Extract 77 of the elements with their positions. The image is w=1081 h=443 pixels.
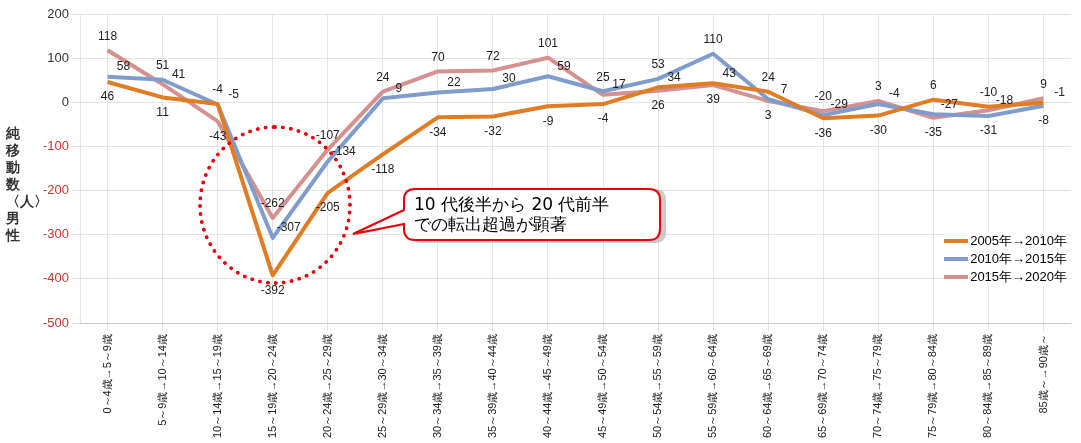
data-label: 53 [651, 57, 666, 72]
y-tick-label: -300 [42, 226, 70, 242]
data-label: 110 [703, 32, 724, 47]
y-tick-label: 100 [47, 49, 70, 65]
x-tick-label: 70～74歳→75～79歳 [871, 334, 884, 439]
data-label: -30 [869, 122, 888, 137]
data-label: -4 [212, 82, 224, 97]
annotation: 10 代後半から 20 代前半での転出超過が顕著 [414, 194, 611, 234]
x-tick-label: 15～19歳→20～24歳 [265, 334, 278, 439]
data-label: -4 [597, 111, 609, 126]
data-label: 58 [116, 59, 131, 74]
x-tick-label: 80～84歳→85～89歳 [981, 334, 994, 439]
x-tick-label: 45～49歳→50～54歳 [596, 334, 609, 439]
data-label: -8 [1038, 113, 1050, 128]
data-label: -32 [484, 123, 502, 138]
data-label: -392 [260, 282, 286, 297]
y-tick-label: 200 [47, 5, 70, 21]
data-label: 9 [1040, 76, 1048, 91]
data-label: 26 [651, 98, 666, 113]
legend-label: 2005年→2010年 [970, 232, 1067, 250]
data-label: 39 [706, 92, 721, 107]
legend-label: 2015年→2020年 [970, 268, 1067, 286]
data-label: -262 [260, 196, 286, 211]
x-tick-label: 25～29歳→30～34歳 [375, 334, 388, 439]
data-label: -20 [814, 89, 833, 104]
data-label: -36 [814, 125, 833, 140]
data-label: 24 [761, 70, 776, 85]
data-label: 72 [486, 48, 500, 63]
y-tick-label: -100 [42, 138, 70, 154]
data-label: -118 [371, 161, 395, 176]
data-label: -35 [924, 125, 943, 140]
x-tick-label: 40～44歳→45～49歳 [541, 334, 554, 439]
data-label: -9 [542, 113, 554, 128]
data-label: 118 [97, 28, 118, 43]
data-label: 3 [874, 79, 882, 94]
data-label: -4 [888, 86, 900, 101]
data-label: 46 [100, 89, 115, 104]
x-tick-label: 55～59歳→60～64歳 [706, 334, 719, 439]
data-label: 11 [156, 104, 170, 119]
data-label: 25 [596, 69, 611, 84]
legend-label: 2010年→2015年 [970, 250, 1067, 268]
y-tick-label: -200 [42, 182, 70, 198]
data-label: -5 [228, 86, 240, 101]
x-tick-label: 30～34歳→35～39歳 [430, 334, 443, 439]
x-tick-label: 85歳～→90歳～ [1036, 334, 1049, 414]
data-label: 41 [171, 66, 186, 81]
x-tick-label: 75～79歳→80～84歳 [926, 334, 939, 439]
data-label: -1 [1054, 85, 1066, 100]
data-label: 59 [557, 58, 571, 73]
data-label: -107 [315, 127, 341, 142]
data-label: 3 [764, 108, 772, 123]
data-label: -34 [429, 124, 447, 139]
data-label: 101 [537, 36, 559, 51]
x-tick-label: 60～64歳→65～69歳 [761, 334, 774, 439]
x-tick-label: 10～14歳→15～19歳 [210, 334, 223, 439]
data-label: 24 [376, 70, 390, 85]
data-label: 9 [395, 80, 403, 95]
y-tick-label: 0 [61, 93, 70, 109]
x-tick-label: 50～54歳→55～59歳 [651, 334, 664, 439]
data-label: 22 [447, 74, 461, 89]
x-tick-label: 65～69歳→70～74歳 [816, 334, 829, 439]
data-label: 51 [155, 58, 170, 73]
data-label: 30 [502, 71, 516, 86]
data-label: -43 [208, 128, 227, 143]
data-label: 43 [722, 65, 737, 80]
x-tick-label: 35～39歳→40～44歳 [485, 334, 498, 439]
x-tick-label: 0～4歳→5～9歳 [100, 334, 113, 414]
data-label: 70 [431, 49, 445, 64]
data-label: 34 [667, 69, 682, 84]
x-tick-label: 5～9歳→10～14歳 [155, 334, 168, 426]
data-label: 7 [780, 81, 788, 96]
x-tick-label: 20～24歳→25～29歳 [320, 334, 333, 439]
y-tick-label: -400 [42, 270, 70, 286]
data-label: -10 [979, 85, 998, 100]
y-tick-label: -500 [42, 314, 70, 330]
data-label: 6 [930, 77, 938, 92]
data-label: -31 [979, 123, 998, 138]
